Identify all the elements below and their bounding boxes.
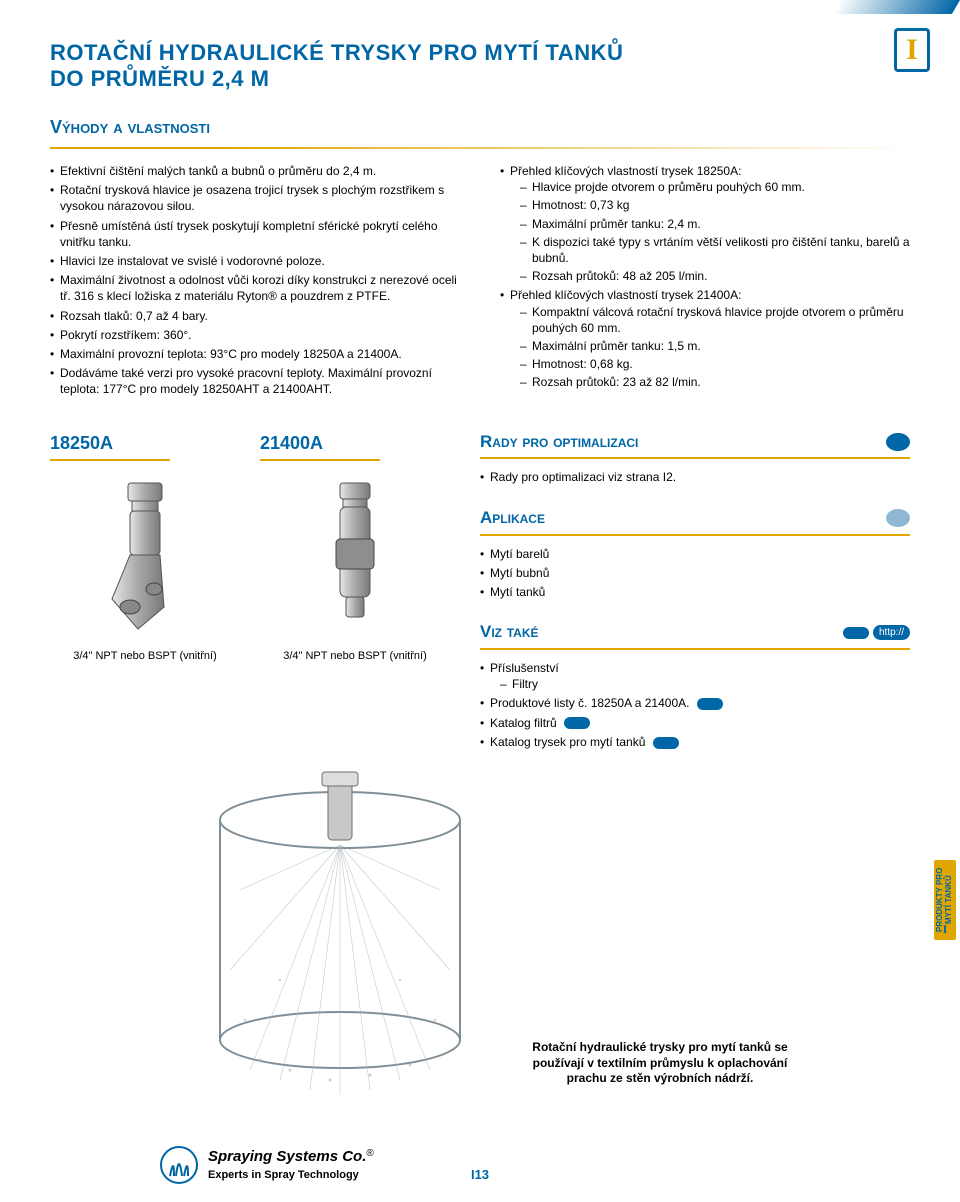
filter-catalog-label: Katalog filtrů [490,716,557,730]
see-also-list: Příslušenství Filtry Produktové listy č.… [480,660,910,750]
list-item: Mytí barelů [480,546,910,562]
list-item: K dispozici také typy s vrtáním větší ve… [520,234,910,266]
apps-heading-text: Aplikace [480,507,545,530]
see-also-heading: Viz také http:// [480,621,910,650]
page-content: Rotační hydraulické trysky pro mytí tank… [0,0,960,763]
list-item: Maximální průměr tanku: 1,5 m. [520,338,910,354]
list-item: Hmotnost: 0,68 kg. [520,356,910,372]
overview-21400-items: Kompaktní válcová rotační trysková hlavi… [520,304,910,391]
side-tab: PRODUKTY PRO MYTÍ TANKŮ I [934,860,956,940]
corner-stripe [832,0,960,14]
nozzle-catalog-label: Katalog trysek pro mytí tanků [490,735,645,749]
model-21400a: 21400A 3/4" NPT nebo BSPT (vnitřní) [260,431,450,754]
company-name: Spraying Systems Co.® [208,1147,374,1167]
list-item: Maximální průměr tanku: 2,4 m. [520,216,910,232]
list-item: Katalog trysek pro mytí tanků [480,734,910,750]
doc-icon [653,737,679,749]
see-also-accessories: Příslušenství Filtry [480,660,910,692]
list-item: Mytí tanků [480,584,910,600]
list-item: Hmotnost: 0,73 kg [520,197,910,213]
see-also-heading-text: Viz také [480,621,539,644]
overview-18250-head: Přehled klíčových vlastností trysek 1825… [510,164,741,178]
advantages-heading: Výhody a vlastnosti [50,115,910,139]
list-item: Produktové listy č. 18250A a 21400A. [480,695,910,711]
nozzle-18250a-illustration [90,479,200,639]
list-item: Rady pro optimalizaci viz strana I2. [480,469,910,485]
connection-label: 3/4" NPT nebo BSPT (vnitřní) [50,649,240,664]
models-left: 18250A 3/4" NPT nebo BSPT (vnitřní) [50,431,450,754]
list-item: Mytí bubnů [480,565,910,581]
model-number: 18250A [50,431,170,461]
company-logo-icon [160,1146,198,1184]
apps-list: Mytí barelů Mytí bubnů Mytí tanků [480,546,910,601]
doc-icon [843,627,869,639]
connection-label: 3/4" NPT nebo BSPT (vnitřní) [260,649,450,664]
list-item: Maximální životnost a odolnost vůči koro… [50,272,460,304]
advantages-list-right: Přehled klíčových vlastností trysek 1825… [500,163,910,390]
footer-logo: Spraying Systems Co.® Experts in Spray T… [160,1146,960,1184]
right-sections: Rady pro optimalizaci Rady pro optimaliz… [480,431,910,754]
illustration-caption: Rotační hydraulické trysky pro mytí tank… [530,1040,790,1087]
section-letter: I [906,30,918,71]
advantages-right-col: Přehled klíčových vlastností trysek 1825… [500,163,910,400]
list-item: Přesně umístěná ústí trysek poskytují ko… [50,218,460,250]
list-item: Rozsah průtoků: 23 až 82 l/min. [520,374,910,390]
heading-underline [50,147,910,149]
registered-mark: ® [366,1148,373,1159]
doc-icon [564,717,590,729]
nozzle-21400a-illustration [310,479,400,639]
list-item: Rozsah tlaků: 0,7 až 4 bary. [50,308,460,324]
list-item: Katalog filtrů [480,715,910,731]
page-title: Rotační hydraulické trysky pro mytí tank… [50,40,910,93]
tank-illustration [190,770,490,1100]
overview-21400: Přehled klíčových vlastností trysek 2140… [500,287,910,390]
overview-18250: Přehled klíčových vlastností trysek 1825… [500,163,910,284]
models-and-sections: 18250A 3/4" NPT nebo BSPT (vnitřní) [50,431,910,754]
section-letter-badge: I [894,28,930,72]
side-tab-letter: I [943,923,948,936]
accessories-label: Příslušenství [490,661,559,675]
advantages-left-col: Efektivní čištění malých tanků a bubnů o… [50,163,460,400]
list-item: Hlavici lze instalovat ve svislé i vodor… [50,253,460,269]
list-item: Hlavice projde otvorem o průměru pouhých… [520,179,910,195]
apps-heading: Aplikace [480,507,910,536]
list-item: Maximální provozní teplota: 93°C pro mod… [50,346,460,362]
tips-list: Rady pro optimalizaci viz strana I2. [480,469,910,485]
advantages-columns: Efektivní čištění malých tanků a bubnů o… [50,163,910,400]
model-number: 21400A [260,431,380,461]
list-item: Pokrytí rozstříkem: 360°. [50,327,460,343]
list-item: Rozsah průtoků: 48 až 205 l/min. [520,268,910,284]
company-tagline: Experts in Spray Technology [208,1168,374,1183]
list-item: Filtry [500,676,910,692]
tips-heading: Rady pro optimalizaci [480,431,910,460]
http-badge: http:// [839,625,910,641]
footer-text: Spraying Systems Co.® Experts in Spray T… [208,1147,374,1182]
model-18250a: 18250A 3/4" NPT nebo BSPT (vnitřní) [50,431,240,754]
list-item: Kompaktní válcová rotační trysková hlavi… [520,304,910,336]
list-item: Dodáváme také verzi pro vysoké pracovní … [50,365,460,397]
overview-21400-head: Přehled klíčových vlastností trysek 2140… [510,288,741,302]
product-sheets-label: Produktové listy č. 18250A a 21400A. [490,696,689,710]
overview-18250-items: Hlavice projde otvorem o průměru pouhých… [520,179,910,284]
list-item: Rotační trysková hlavice je osazena troj… [50,182,460,214]
tips-heading-text: Rady pro optimalizaci [480,431,638,454]
doc-icon [697,698,723,710]
title-line-1: Rotační hydraulické trysky pro mytí tank… [50,40,623,65]
title-line-2: do průměru 2,4 m [50,66,269,91]
advantages-list-left: Efektivní čištění malých tanků a bubnů o… [50,163,460,397]
globe-icon [882,433,910,451]
http-label: http:// [873,625,910,641]
droplet-icon [882,509,910,527]
list-item: Efektivní čištění malých tanků a bubnů o… [50,163,460,179]
accessories-sublist: Filtry [500,676,910,692]
page-number: I13 [471,1166,489,1184]
